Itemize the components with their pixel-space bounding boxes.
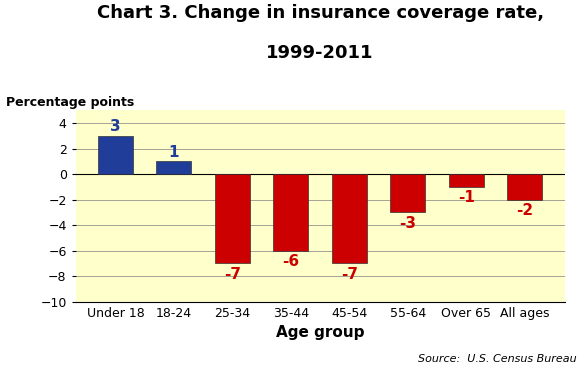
Text: Source:  U.S. Census Bureau: Source: U.S. Census Bureau bbox=[417, 354, 576, 364]
Text: -2: -2 bbox=[516, 203, 533, 218]
Text: -7: -7 bbox=[341, 267, 358, 282]
Text: -6: -6 bbox=[282, 254, 299, 269]
Text: Chart 3. Change in insurance coverage rate,: Chart 3. Change in insurance coverage ra… bbox=[97, 4, 544, 22]
Text: Percentage points: Percentage points bbox=[6, 96, 134, 109]
Bar bbox=[391, 174, 425, 212]
Text: 1: 1 bbox=[169, 145, 179, 159]
Bar bbox=[215, 174, 250, 263]
Text: 3: 3 bbox=[110, 119, 120, 134]
Bar bbox=[508, 174, 542, 200]
X-axis label: Age group: Age group bbox=[276, 325, 364, 340]
Text: -1: -1 bbox=[458, 190, 475, 205]
Text: 1999-2011: 1999-2011 bbox=[267, 44, 374, 62]
Text: -7: -7 bbox=[224, 267, 241, 282]
Bar bbox=[98, 136, 133, 174]
Bar bbox=[274, 174, 308, 251]
Bar bbox=[332, 174, 367, 263]
Bar bbox=[449, 174, 484, 187]
Text: -3: -3 bbox=[399, 216, 416, 231]
Bar bbox=[157, 162, 191, 174]
